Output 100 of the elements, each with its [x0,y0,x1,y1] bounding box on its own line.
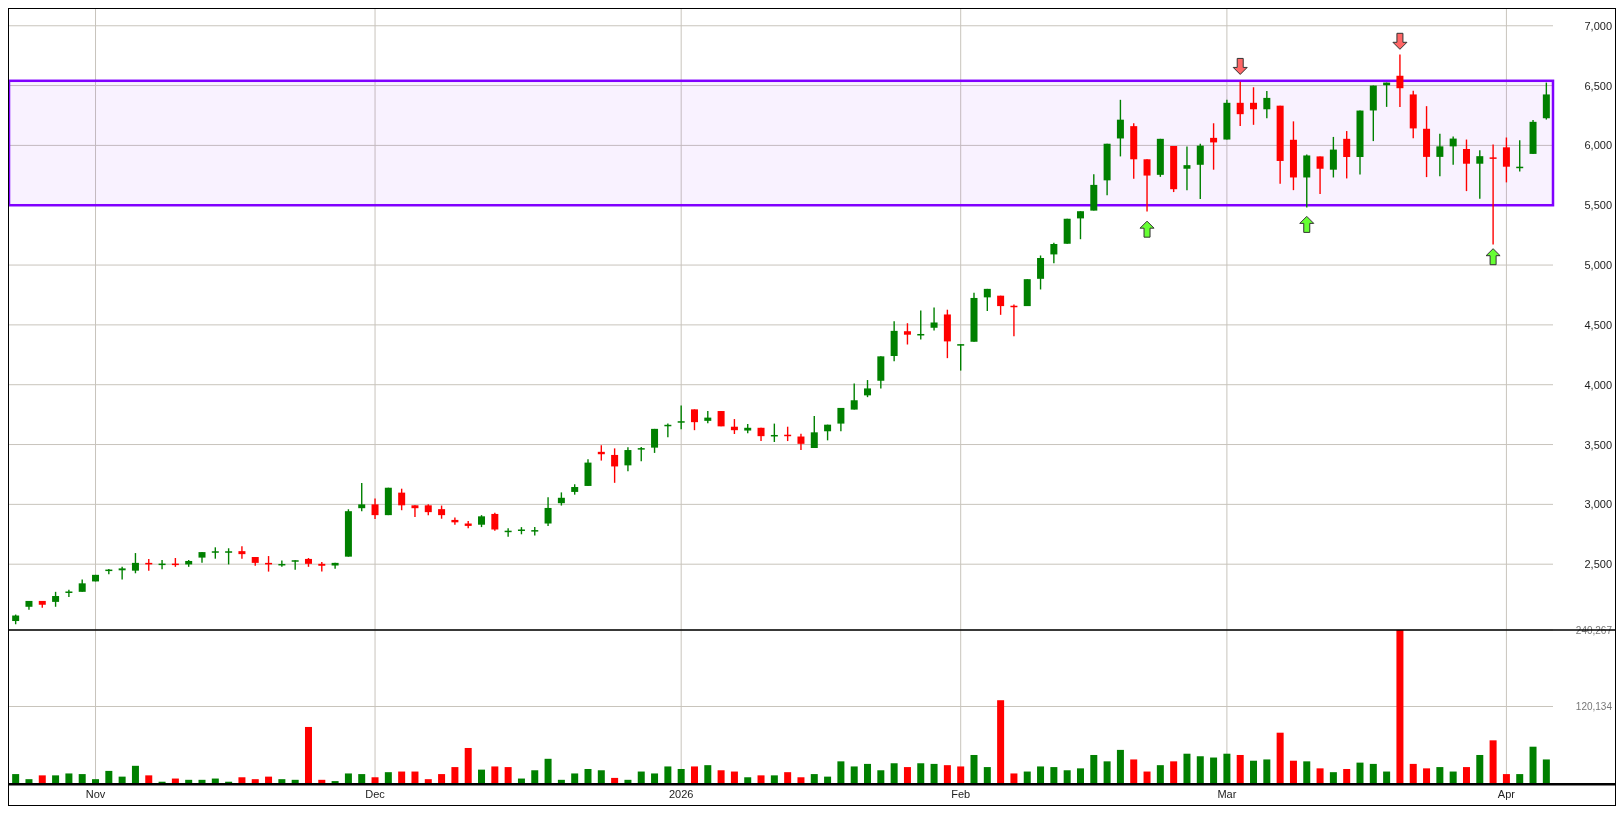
bar [12,774,20,783]
candlestick [1329,136,1337,179]
y-tick-label: 2,500 [1584,558,1612,571]
bar [930,763,938,783]
bar [997,700,1005,783]
bar [877,770,885,783]
bar [1529,746,1537,783]
candlestick [1250,86,1258,126]
bar [38,775,46,783]
y-tick-label: 5,500 [1584,199,1612,212]
bar [25,779,33,783]
bar [903,767,911,783]
bar [451,767,459,783]
bar [318,779,326,783]
candlestick [118,566,126,581]
bar [1090,754,1098,783]
y-tick-label: 120,134 [1575,701,1613,713]
bar [1236,754,1244,783]
bar [1037,766,1045,783]
bar [864,763,872,783]
candlestick [611,447,619,484]
bar [1462,767,1470,783]
bar [1329,772,1337,783]
bar [1010,773,1018,783]
x-tick-label: Apr [1497,788,1516,800]
bar [1276,732,1284,783]
bar [398,771,406,783]
bar [784,772,792,783]
bar [970,754,978,783]
y-tick-label: 5,000 [1584,259,1612,272]
bar [810,774,818,783]
bar [1196,756,1204,783]
bar [78,774,86,783]
bar [251,779,259,783]
bar [531,770,539,783]
bar [1502,774,1510,783]
bar [344,773,352,783]
candlestick [1396,53,1404,108]
bar [824,776,832,783]
bar [278,779,286,783]
bar [611,777,619,783]
candlestick [1263,90,1271,120]
bar [131,765,139,783]
x-tick-label: Mar [1217,788,1237,800]
bar [371,777,379,783]
bar [198,779,206,783]
candlestick [65,589,73,598]
y-tick-label: 4,500 [1584,318,1612,331]
candlestick [690,408,698,431]
bar [1476,754,1484,783]
candlestick [291,559,299,571]
bar [1116,749,1124,783]
bar [1436,767,1444,783]
bar [504,767,512,783]
candlestick [957,343,965,372]
candlestick [1196,143,1204,200]
bar [517,778,525,783]
point [1485,248,1501,266]
bar [571,773,579,783]
y-tick-label: 4,000 [1584,378,1612,391]
point [1392,32,1408,50]
bar [211,778,219,783]
x-tick-label: Dec [365,788,386,800]
candlestick [1183,145,1191,191]
bar [544,758,552,783]
bar [917,763,925,783]
bar [145,775,153,783]
bar [890,763,898,783]
x-tick-label: 2026 [668,788,694,800]
candlestick [1116,99,1124,158]
point [1299,215,1315,233]
candlestick [1462,138,1470,192]
bar [1489,740,1497,783]
bar [491,766,499,783]
candlestick [1436,132,1444,177]
bar [1516,774,1524,783]
bar [304,726,312,783]
candlestick [1050,242,1058,264]
y-tick-label: 7,000 [1584,19,1612,32]
candlestick [1489,143,1497,246]
x-tick-label: Nov [85,788,106,800]
bar [730,771,738,783]
candlestick [810,415,818,449]
bar [637,771,645,783]
bar [597,770,605,783]
candlestick [1502,136,1510,184]
bar [1289,760,1297,783]
bar [1542,759,1550,783]
bar [1223,753,1231,783]
candlestick [903,322,911,346]
bar [690,766,698,783]
candlestick [411,504,419,518]
bar [1170,761,1178,783]
candlestick [651,428,659,454]
candlestick [1542,81,1550,121]
bar [65,773,73,783]
candlestick [1076,210,1084,240]
bar [957,766,965,783]
bar [464,747,472,783]
bar [797,777,805,783]
